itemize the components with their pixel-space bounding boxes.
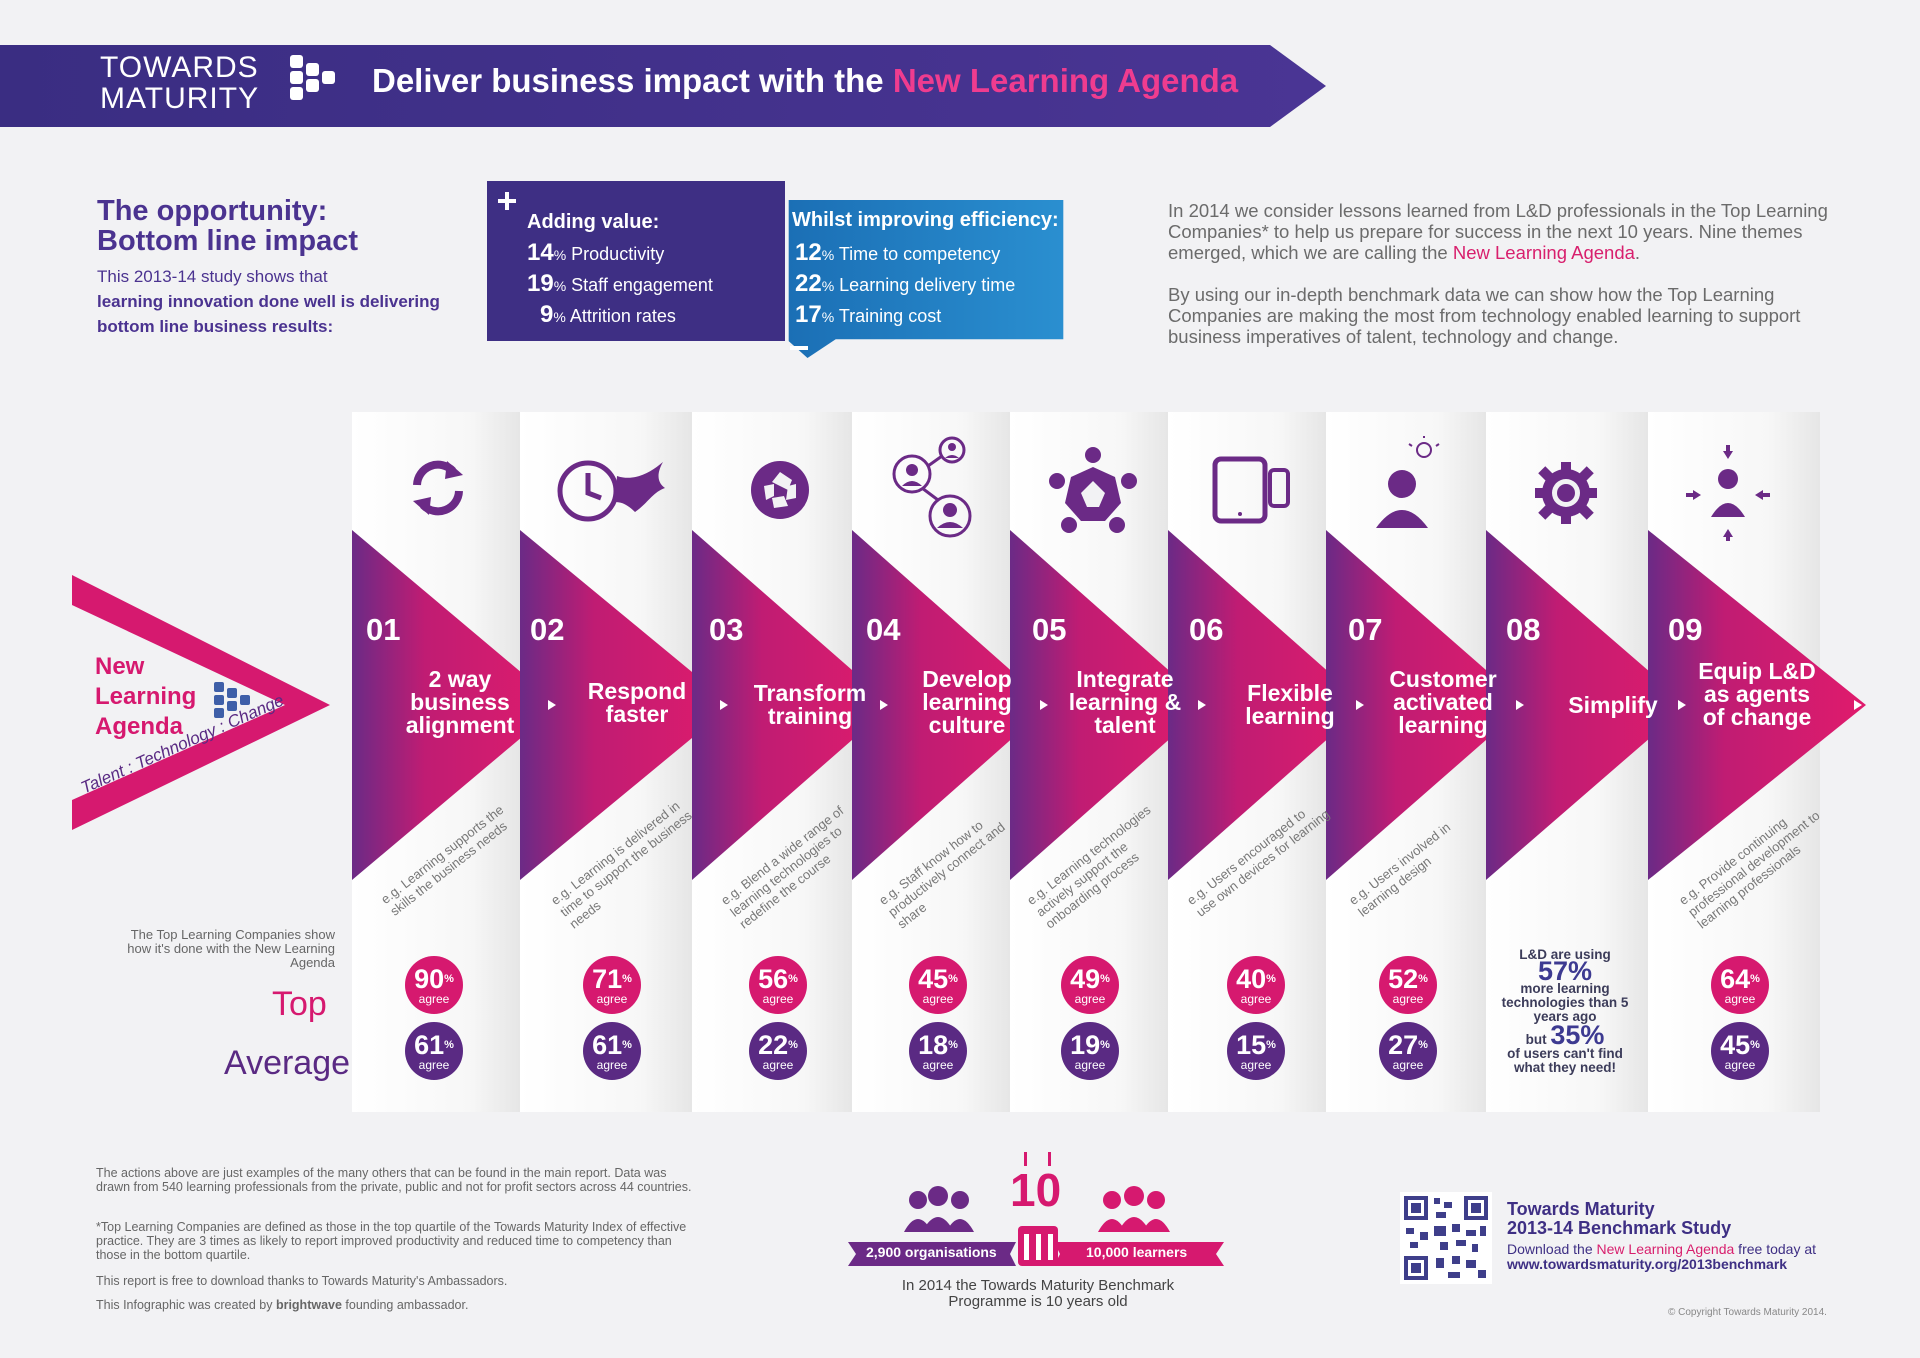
footer-note: *Top Learning Companies are defined as t… bbox=[96, 1220, 687, 1262]
cta-text: Download the New Learning Agenda free to… bbox=[1507, 1241, 1817, 1272]
top-score-circle: 56% agree bbox=[749, 956, 807, 1014]
theme-title: Integrate learning & talent bbox=[1068, 666, 1182, 738]
adding-value-item: 19% Staff engagement bbox=[527, 270, 713, 297]
theme-title: Customer activated learning bbox=[1389, 666, 1497, 738]
top-score-circle: 45% agree bbox=[909, 956, 967, 1014]
average-score-circle: 27% agree bbox=[1379, 1022, 1437, 1080]
opportunity-heading: The opportunity: Bottom line impact bbox=[97, 195, 359, 257]
header-banner bbox=[0, 45, 1326, 127]
agenda-dots-icon bbox=[214, 682, 250, 718]
adding-value-item: 14% Productivity bbox=[527, 239, 665, 266]
average-score-circle: 61% agree bbox=[583, 1022, 641, 1080]
top-companies-note: The Top Learning Companies show how it's… bbox=[127, 927, 335, 970]
theme-number: 05 bbox=[1032, 612, 1067, 647]
ten-years-number: 10 bbox=[1010, 1164, 1062, 1216]
devices-icon bbox=[1212, 456, 1290, 524]
theme-title: Simplify bbox=[1568, 692, 1658, 718]
connected-people-icon bbox=[892, 436, 972, 538]
team-circle-icon bbox=[1049, 447, 1137, 533]
benchmark-caption: In 2014 the Towards Maturity Benchmark P… bbox=[901, 1277, 1175, 1310]
theme-number: 06 bbox=[1189, 612, 1224, 647]
learners-count: 10,000 learners bbox=[1086, 1244, 1188, 1260]
average-score-circle: 15% agree bbox=[1227, 1022, 1285, 1080]
gear-icon bbox=[1535, 462, 1597, 524]
average-score-circle: 22% agree bbox=[749, 1022, 807, 1080]
simplify-stats: L&D are using 57% more learning technolo… bbox=[1501, 947, 1629, 1075]
theme-number: 08 bbox=[1506, 612, 1541, 647]
theme-number: 02 bbox=[530, 612, 565, 647]
efficiency-box bbox=[788, 200, 1064, 358]
minus-icon bbox=[790, 346, 808, 350]
benchmark-graphic bbox=[848, 1152, 1224, 1266]
footer-note: The actions above are just examples of t… bbox=[96, 1166, 692, 1194]
focus-person-icon bbox=[1686, 445, 1770, 541]
top-score-circle: 52% agree bbox=[1379, 956, 1437, 1014]
efficiency-item: 17% Training cost bbox=[795, 301, 942, 328]
top-score-circle: 49% agree bbox=[1061, 956, 1119, 1014]
qr-code-icon[interactable] bbox=[1400, 1192, 1492, 1284]
agenda-arrows bbox=[72, 530, 1866, 880]
footer-note: This Infographic was created by brightwa… bbox=[96, 1298, 469, 1312]
theme-number: 09 bbox=[1668, 612, 1703, 647]
top-score-circle: 40% agree bbox=[1227, 956, 1285, 1014]
intro-text: In 2014 we consider lessons learned from… bbox=[1168, 200, 1828, 347]
fast-clock-icon bbox=[557, 460, 665, 522]
top-score-circle: 71% agree bbox=[583, 956, 641, 1014]
adding-value-item: 9% Attrition rates bbox=[540, 301, 676, 328]
new-learning-agenda-label: New Learning Agenda bbox=[95, 653, 197, 740]
efficiency-title: Whilst improving efficiency: bbox=[792, 209, 1059, 231]
top-score-circle: 64% agree bbox=[1711, 956, 1769, 1014]
opportunity-text: This 2013-14 study shows that learning i… bbox=[97, 267, 440, 336]
adding-value-box bbox=[487, 181, 785, 341]
organisations-count: 2,900 organisations bbox=[866, 1244, 997, 1260]
theme-title: Respond faster bbox=[587, 678, 687, 727]
average-score-circle: 45% agree bbox=[1711, 1022, 1769, 1080]
copyright: © Copyright Towards Maturity 2014. bbox=[1668, 1307, 1827, 1318]
theme-title: Develop learning culture bbox=[922, 666, 1012, 738]
logo-dots-icon bbox=[290, 55, 335, 100]
top-row-label: Top bbox=[272, 985, 327, 1023]
brightwave-logo: brightwave bbox=[275, 1298, 342, 1312]
sync-arrows-icon bbox=[413, 460, 463, 516]
efficiency-item: 22% Learning delivery time bbox=[795, 270, 1016, 297]
plus-icon bbox=[498, 192, 516, 210]
adding-value-title: Adding value: bbox=[527, 211, 660, 233]
theme-number: 03 bbox=[709, 612, 744, 647]
average-score-circle: 18% agree bbox=[909, 1022, 967, 1080]
theme-title: Flexible learning bbox=[1245, 680, 1335, 729]
download-link[interactable]: www.towardsmaturity.org/2013benchmark bbox=[1507, 1256, 1788, 1272]
average-score-circle: 61% agree bbox=[405, 1022, 463, 1080]
theme-number: 01 bbox=[366, 612, 401, 647]
efficiency-item: 12% Time to competency bbox=[795, 239, 1001, 266]
page-title: Deliver business impact with the New Lea… bbox=[372, 62, 1239, 99]
shutter-icon bbox=[751, 461, 809, 519]
person-idea-icon bbox=[1376, 436, 1440, 528]
theme-title: Equip L&D as agents of change bbox=[1698, 658, 1816, 730]
average-score-circle: 19% agree bbox=[1061, 1022, 1119, 1080]
logo: TOWARDS MATURITY bbox=[100, 51, 260, 115]
theme-number: 04 bbox=[866, 612, 901, 647]
theme-number: 07 bbox=[1348, 612, 1383, 647]
cta-title: Towards Maturity 2013-14 Benchmark Study bbox=[1507, 1199, 1732, 1238]
theme-title: Transform training bbox=[753, 680, 867, 729]
average-row-label: Average bbox=[224, 1044, 351, 1082]
top-score-circle: 90% agree bbox=[405, 956, 463, 1014]
footer-note: This report is free to download thanks t… bbox=[96, 1274, 508, 1288]
theme-title: 2 way business alignment bbox=[405, 666, 515, 738]
